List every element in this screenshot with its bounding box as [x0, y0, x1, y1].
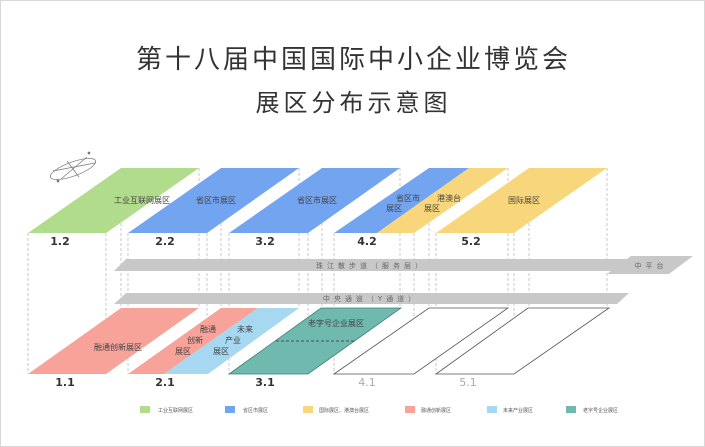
zone-label-part: 展区: [213, 347, 229, 356]
zhujiang-walkway: [114, 259, 629, 271]
zone-label: 国际展区: [508, 196, 540, 205]
page-title: 第十八届中国国际中小企业博览会: [135, 45, 571, 75]
hall-number: 1.1: [55, 376, 75, 389]
hall-3.1-time-honored[interactable]: [227, 307, 403, 375]
hall-3.2-provinces[interactable]: [229, 168, 400, 233]
legend-swatch: [140, 406, 150, 413]
legend: 工业互联网展区 省区市展区 国际展区、港澳台展区 融通创新展区 未来产业展区 老…: [140, 406, 618, 414]
zone-label: 港澳台展区: [424, 193, 461, 213]
hall-5.2-international[interactable]: [436, 168, 607, 233]
hall-1.1-integration[interactable]: [28, 308, 199, 374]
platform-label: 中平台: [635, 261, 668, 270]
zone-label: 融通创新展区: [175, 324, 216, 356]
hall-4.2-provinces[interactable]: [334, 168, 469, 233]
hall-4.2-hkmt[interactable]: [377, 168, 508, 233]
zone-label-part: 产业: [225, 335, 241, 345]
zone-label-part: 省区市: [396, 193, 420, 203]
hall-number: 3.2: [255, 235, 275, 248]
zone-label-part: 创新: [187, 335, 203, 345]
middle-platform: [607, 256, 693, 274]
channel-label: 中央通道（Y通道）: [323, 294, 419, 303]
hall-number: 2.2: [155, 235, 175, 248]
hall-2.1-integration[interactable]: [128, 308, 258, 374]
hall-number: 4.1: [358, 376, 376, 389]
zone-label-part: 展区: [424, 204, 440, 213]
zone-label: 工业互联网展区: [114, 195, 170, 205]
page-subtitle: 展区分布示意图: [255, 89, 452, 117]
hall-number: 2.1: [155, 376, 175, 389]
zone-label: 省区市展区: [386, 193, 420, 213]
zone-label-part: 融通: [200, 324, 216, 334]
walkway-label: 珠江散步道（服务层）: [316, 261, 426, 270]
legend-label: 国际展区、港澳台展区: [319, 407, 369, 414]
legend-label: 老字号企业展区: [583, 407, 618, 414]
hall-number: 1.2: [50, 235, 70, 248]
zone-label-part: 未来: [237, 324, 253, 334]
legend-swatch: [225, 406, 235, 413]
zone-label: 省区市展区: [196, 195, 236, 205]
zone-label-part: 展区: [175, 347, 191, 356]
hall-1.2-industrial-internet[interactable]: [28, 168, 199, 233]
legend-swatch: [405, 406, 415, 413]
zone-label: 融通创新展区: [94, 342, 142, 352]
legend-swatch: [303, 406, 313, 413]
zone-label-part: 港澳台: [437, 193, 461, 203]
legend-label: 工业互联网展区: [158, 407, 193, 414]
central-channel: [114, 293, 629, 304]
hall-2.2-provinces[interactable]: [128, 168, 299, 233]
zone-label: 未来产业展区: [213, 324, 253, 356]
hall-4.1-empty[interactable]: [332, 307, 510, 375]
zone-label: 省区市展区: [297, 195, 337, 205]
legend-label: 融通创新展区: [421, 407, 451, 414]
hall-number: 5.2: [461, 235, 481, 248]
hall-number: 3.1: [255, 376, 275, 389]
legend-swatch: [566, 406, 576, 413]
legend-swatch: [487, 406, 497, 413]
hall-2.1-future[interactable]: [164, 308, 299, 374]
hall-number: 5.1: [459, 376, 477, 389]
hall-number: 4.2: [357, 235, 377, 248]
zone-label-part: 展区: [386, 204, 402, 213]
zone-label: 老字号企业展区: [308, 318, 364, 328]
hall-5.1-empty[interactable]: [434, 307, 611, 375]
compass-icon: [49, 151, 97, 183]
legend-label: 未来产业展区: [503, 407, 533, 414]
legend-label: 省区市展区: [243, 407, 268, 414]
